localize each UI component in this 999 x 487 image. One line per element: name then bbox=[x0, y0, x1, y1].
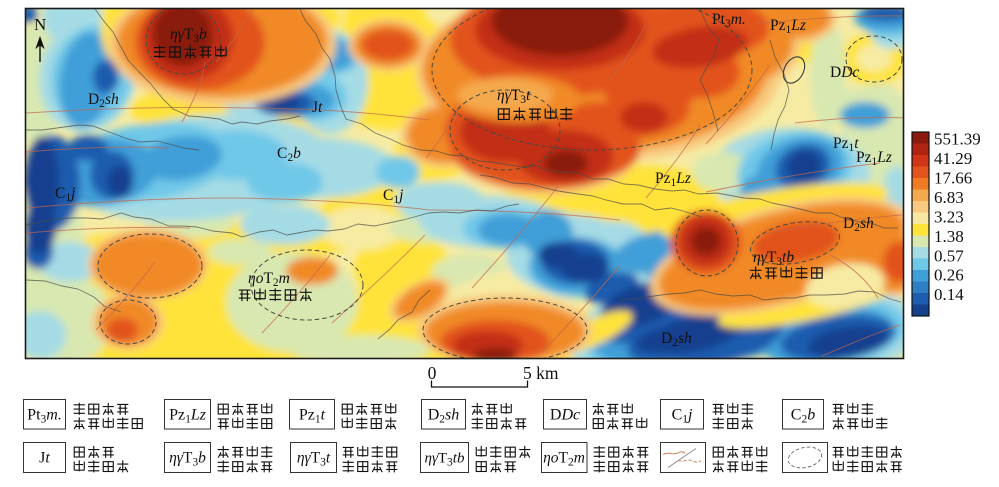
svg-text:D2sh: D2sh bbox=[843, 215, 874, 234]
svg-text:0.57: 0.57 bbox=[934, 246, 964, 265]
svg-text:C1j: C1j bbox=[383, 187, 403, 206]
svg-text:Pz1t: Pz1t bbox=[299, 407, 326, 426]
svg-text:DDc: DDc bbox=[830, 64, 859, 81]
svg-text:Pz1Lz: Pz1Lz bbox=[655, 170, 691, 189]
svg-text:6.83: 6.83 bbox=[934, 188, 964, 207]
svg-text:Pz1Lz: Pz1Lz bbox=[770, 17, 806, 36]
svg-text:C2b: C2b bbox=[277, 145, 301, 164]
svg-text:C1j: C1j bbox=[55, 185, 75, 204]
svg-text:Jt: Jt bbox=[39, 450, 50, 467]
svg-text:C2b: C2b bbox=[791, 407, 815, 426]
svg-text:D2sh: D2sh bbox=[88, 91, 119, 110]
svg-text:Pz1Lz: Pz1Lz bbox=[169, 407, 207, 426]
svg-text:0.26: 0.26 bbox=[934, 266, 964, 285]
svg-text:D2sh: D2sh bbox=[661, 330, 692, 349]
svg-text:ηγT3tb: ηγT3tb bbox=[753, 249, 794, 268]
svg-text:Pz1Lz: Pz1Lz bbox=[856, 149, 892, 168]
svg-text:1.38: 1.38 bbox=[934, 227, 964, 246]
svg-text:ηγT3t: ηγT3t bbox=[497, 87, 531, 106]
svg-text:ηγT3t: ηγT3t bbox=[297, 450, 331, 469]
svg-text:551.39: 551.39 bbox=[934, 130, 981, 149]
svg-text:ηoT2m: ηoT2m bbox=[543, 450, 585, 469]
svg-text:N: N bbox=[34, 15, 46, 34]
svg-text:C1j: C1j bbox=[672, 407, 693, 426]
svg-text:5 km: 5 km bbox=[523, 363, 559, 383]
svg-text:DDc: DDc bbox=[550, 407, 580, 424]
svg-text:D2sh: D2sh bbox=[428, 407, 460, 426]
svg-text:41.29: 41.29 bbox=[934, 149, 972, 168]
svg-text:3.23: 3.23 bbox=[934, 208, 964, 227]
svg-text:0: 0 bbox=[428, 363, 437, 383]
svg-text:Pt3m.: Pt3m. bbox=[712, 11, 746, 30]
svg-text:Jt: Jt bbox=[312, 99, 323, 116]
svg-text:Pt3m.: Pt3m. bbox=[27, 407, 62, 426]
svg-text:ηγT3b: ηγT3b bbox=[169, 450, 206, 469]
svg-text:0.14: 0.14 bbox=[934, 285, 964, 304]
svg-text:ηγT3b: ηγT3b bbox=[170, 26, 207, 45]
svg-text:ηoT2m: ηoT2m bbox=[248, 270, 290, 289]
svg-text:ηγT3tb: ηγT3tb bbox=[425, 451, 465, 469]
svg-text:17.66: 17.66 bbox=[934, 169, 972, 188]
